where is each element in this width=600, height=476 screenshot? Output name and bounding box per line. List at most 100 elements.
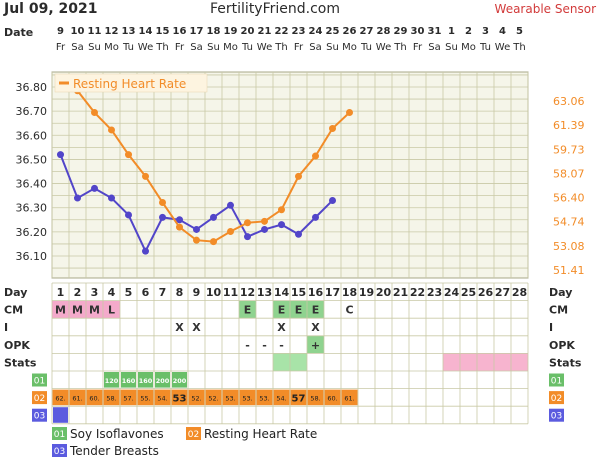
y-tick-label-right: 54.74 xyxy=(553,216,585,229)
rhr-value: 61. xyxy=(344,395,354,403)
cm-value: E xyxy=(312,304,320,317)
date-cell: 26 xyxy=(343,26,357,37)
cm-value: L xyxy=(108,304,115,317)
y-tick-label-left: 36.70 xyxy=(16,105,48,118)
day-number: 18 xyxy=(342,286,357,299)
rhr-value: 58. xyxy=(106,395,116,403)
rhr-cell-fill xyxy=(256,389,273,406)
date-cell: 10 xyxy=(71,26,85,37)
rhr-cell-fill xyxy=(52,389,69,406)
date-cell: 29 xyxy=(394,26,408,37)
weekday-cell: Fr xyxy=(56,42,66,53)
track-badge-right-t2: 02 xyxy=(551,394,562,404)
date-cell: 4 xyxy=(499,26,506,37)
date-cell: 16 xyxy=(173,26,187,37)
date-cell: 9 xyxy=(57,26,64,37)
resting-heart-rate-point xyxy=(346,109,353,117)
cm-value: E xyxy=(278,304,286,317)
row-label-right-opk: OPK xyxy=(549,339,575,352)
weekday-cell: Tu xyxy=(241,42,253,53)
weekday-cell: Su xyxy=(445,42,458,53)
temperature-point xyxy=(159,213,166,221)
day-number: 10 xyxy=(206,286,222,299)
row-label-right-cm: CM xyxy=(549,304,568,317)
intercourse-mark: X xyxy=(311,321,320,334)
day-number: 27 xyxy=(495,286,510,299)
soy-value: 160 xyxy=(122,377,136,385)
date-cell: 21 xyxy=(258,26,272,37)
row-label-i: I xyxy=(4,321,8,334)
legend-badge: 01 xyxy=(54,430,65,440)
temperature-point xyxy=(210,213,217,221)
day-number: 11 xyxy=(223,286,238,299)
resting-heart-rate-point xyxy=(261,217,268,225)
plot-legend xyxy=(54,73,208,93)
date-cell: 3 xyxy=(482,26,489,37)
temperature-point xyxy=(142,247,149,255)
rhr-value: 52. xyxy=(191,395,201,403)
y-tick-label-left: 36.30 xyxy=(16,202,48,215)
y-tick-label-left: 36.60 xyxy=(16,129,48,142)
weekday-cell: Sa xyxy=(309,42,321,53)
cm-value: E xyxy=(244,304,252,317)
weekday-cell: We xyxy=(495,42,510,53)
weekday-cell: Fr xyxy=(413,42,423,53)
date-cell: 2 xyxy=(465,26,472,37)
y-tick-label-left: 36.20 xyxy=(16,226,48,239)
rhr-value: 60. xyxy=(89,395,99,403)
track-badge-right-t1-bg xyxy=(549,373,564,387)
resting-heart-rate-point xyxy=(295,172,302,180)
cm-value: M xyxy=(72,304,83,317)
track-badge-right-t2-bg xyxy=(549,391,564,405)
day-number: 24 xyxy=(444,286,460,299)
date-cell: 25 xyxy=(326,26,340,37)
resting-heart-rate-point xyxy=(329,124,336,132)
date-cell: 1 xyxy=(448,26,455,37)
y-tick-label-right: 58.07 xyxy=(553,167,585,180)
site-title[interactable]: FertilityFriend.com xyxy=(210,1,340,17)
rhr-cell-fill xyxy=(69,389,86,406)
soy-cell-fill xyxy=(104,372,119,388)
temperature-point xyxy=(312,213,319,221)
day-number: 20 xyxy=(376,286,392,299)
day-number: 13 xyxy=(257,286,272,299)
resting-heart-rate-point xyxy=(125,151,132,159)
stats-pink-cell xyxy=(460,353,477,371)
date-cell: 5 xyxy=(516,26,523,37)
temperature-point xyxy=(91,184,98,192)
rhr-value: 53. xyxy=(225,395,235,403)
date-cell: 19 xyxy=(224,26,238,37)
day-number: 3 xyxy=(91,286,99,299)
rhr-value: 62. xyxy=(55,395,65,403)
y-tick-label-right: 59.73 xyxy=(553,143,585,156)
cm-cell-fill xyxy=(69,300,86,319)
day-number: 2 xyxy=(74,286,82,299)
cm-cell-fill xyxy=(290,300,307,319)
rhr-cell-fill xyxy=(103,389,120,406)
track-badge-t1: 01 xyxy=(34,377,45,387)
day-number: 12 xyxy=(240,286,255,299)
row-label-right-stats: Stats xyxy=(549,356,582,369)
weekday-cell: Th xyxy=(512,42,525,53)
temperature-point xyxy=(244,233,251,241)
soy-cell-fill xyxy=(155,372,170,388)
day-number: 9 xyxy=(193,286,201,299)
date-cell: 28 xyxy=(377,26,391,37)
intercourse-mark: X xyxy=(192,321,201,334)
weekday-cell: We xyxy=(257,42,272,53)
track-badge-t1-bg xyxy=(32,373,47,387)
temperature-point xyxy=(125,211,132,219)
day-number: 8 xyxy=(176,286,184,299)
y-tick-label-right: 51.41 xyxy=(553,264,585,277)
opk-mark: - xyxy=(279,339,284,352)
date-cell: 14 xyxy=(139,26,153,37)
stats-pink-cell xyxy=(511,353,528,371)
y-tick-label-left: 36.80 xyxy=(16,81,48,94)
date-cell: 27 xyxy=(360,26,374,37)
weekday-cell: Tu xyxy=(360,42,372,53)
stats-green-cell xyxy=(290,353,307,371)
soy-value: 200 xyxy=(173,377,187,385)
weekday-cell: Mo xyxy=(342,42,357,53)
rhr-cell-fill xyxy=(154,389,171,406)
